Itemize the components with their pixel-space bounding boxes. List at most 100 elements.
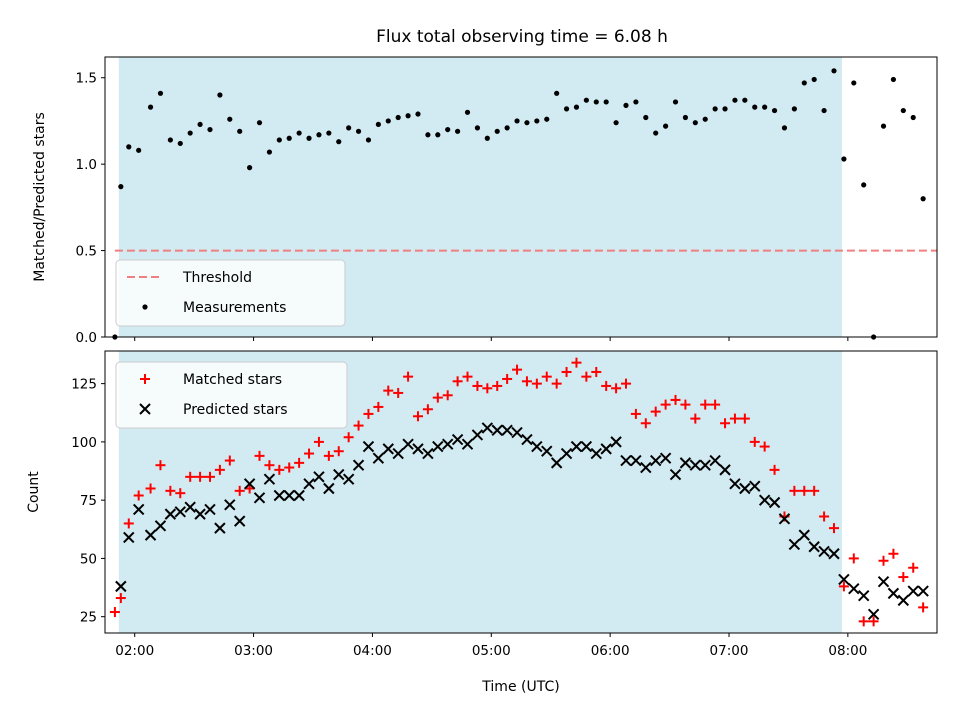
measurement-point: [801, 80, 807, 86]
matched-star-point: [769, 464, 780, 475]
measurement-point: [177, 140, 183, 147]
predicted-star-point: [580, 440, 593, 453]
measurement-point: [136, 147, 142, 153]
matched-star-point: [264, 460, 275, 471]
measurement-point: [554, 90, 560, 96]
matched-star-point: [155, 460, 166, 471]
top-axes-frame: [104, 56, 938, 338]
predicted-legend-label: Predicted stars: [183, 402, 288, 418]
measurement-point: [752, 104, 758, 110]
measurement-point: [791, 106, 797, 112]
predicted-star-point: [194, 508, 206, 520]
predicted-star-point: [867, 608, 880, 621]
threshold-legend-label: Threshold: [182, 270, 252, 286]
x-tick-label: 02:00: [115, 643, 154, 659]
measurement-point: [742, 97, 748, 103]
measurement-point: [474, 125, 481, 131]
predicted-star-point: [600, 443, 612, 455]
bottom-legend-box: [115, 361, 348, 429]
measurement-point: [435, 132, 441, 138]
bottom-x-ticks: 02:00 03:00 04:00 05:00 06:00 07:00 08:00: [115, 633, 867, 659]
predicted-star-point: [491, 424, 503, 436]
measurement-point: [336, 139, 342, 145]
measurement-point: [276, 137, 282, 143]
predicted-star-point: [590, 447, 602, 460]
measurement-point: [831, 68, 837, 74]
measurement-point: [890, 76, 897, 83]
matched-star-point: [195, 471, 206, 482]
matched-star-point: [571, 357, 582, 368]
measurement-point: [633, 99, 639, 105]
x-tick-label: 03:00: [234, 643, 273, 659]
matched-star-point: [109, 607, 120, 618]
measurement-point: [663, 123, 669, 129]
matched-star-point: [482, 383, 493, 394]
measurement-point: [346, 125, 352, 131]
matched-star-point: [313, 436, 324, 447]
matched-star-point: [274, 464, 285, 475]
matched-star-point: [848, 553, 859, 564]
measurement-point: [653, 130, 659, 136]
matched-star-point: [284, 462, 295, 473]
measurement-point: [861, 182, 867, 188]
measurement-point: [544, 116, 550, 122]
matched-star-point: [858, 616, 869, 627]
matched-star-point: [175, 488, 186, 499]
measurement-point: [712, 106, 718, 112]
measurement-point: [593, 99, 599, 105]
measurement-point: [613, 120, 619, 126]
predicted-star-point: [808, 541, 820, 553]
matched-star-point: [611, 383, 622, 394]
x-tick-label: 07:00: [710, 643, 749, 659]
predicted-star-point: [441, 438, 454, 450]
matched-star-point: [650, 406, 661, 417]
predicted-star-point: [511, 426, 523, 439]
predicted-star-point: [917, 585, 929, 597]
predicted-star-point: [461, 438, 474, 450]
measurement-point: [237, 128, 243, 134]
predicted-star-point: [521, 433, 533, 446]
x-axis-label: Time (UTC): [481, 679, 559, 695]
matched-star-point: [234, 485, 245, 496]
y-tick-label: 25: [80, 610, 97, 626]
matched-star-point: [343, 432, 354, 443]
measurement-point: [682, 114, 689, 121]
matched-star-point: [888, 548, 899, 559]
predicted-star-point: [699, 459, 711, 471]
matched-star-point: [670, 394, 681, 405]
measurement-point: [207, 126, 213, 133]
matched-star-point: [620, 378, 631, 389]
predicted-star-point: [719, 464, 731, 476]
predicted-star-point: [531, 440, 543, 453]
matched-star-point: [710, 399, 721, 410]
measurement-point: [524, 120, 530, 126]
measurement-point: [385, 118, 391, 124]
predicted-star-point: [848, 583, 860, 595]
bottom-plot-layer: [109, 357, 929, 627]
matched-star-point: [145, 483, 156, 494]
predicted-star-point: [749, 480, 761, 492]
matched-star-point: [294, 457, 305, 468]
measurement-point: [405, 113, 411, 119]
predicted-star-point: [323, 482, 335, 495]
matched-star-point: [819, 511, 830, 522]
matched-star-point: [512, 364, 523, 375]
predicted-star-point: [342, 473, 355, 485]
matched-star-point: [700, 399, 711, 410]
predicted-star-point: [877, 576, 890, 588]
measurement-point: [732, 97, 738, 103]
measurement-point: [167, 137, 173, 143]
measurement-point: [920, 196, 926, 202]
measurement-point: [672, 99, 679, 105]
measurement-point: [217, 92, 223, 98]
matched-star-point: [690, 413, 701, 424]
measurement-point: [841, 156, 847, 162]
predicted-star-point: [828, 548, 840, 560]
measurement-point: [147, 104, 154, 110]
matched-star-point: [185, 471, 196, 482]
y-tick-label: 0.0: [76, 330, 97, 346]
top-x-ticks: [134, 337, 849, 341]
predicted-star-point: [303, 478, 315, 490]
chart-title: Flux total observing time = 6.08 h: [376, 27, 668, 47]
matched-star-point: [502, 373, 513, 384]
